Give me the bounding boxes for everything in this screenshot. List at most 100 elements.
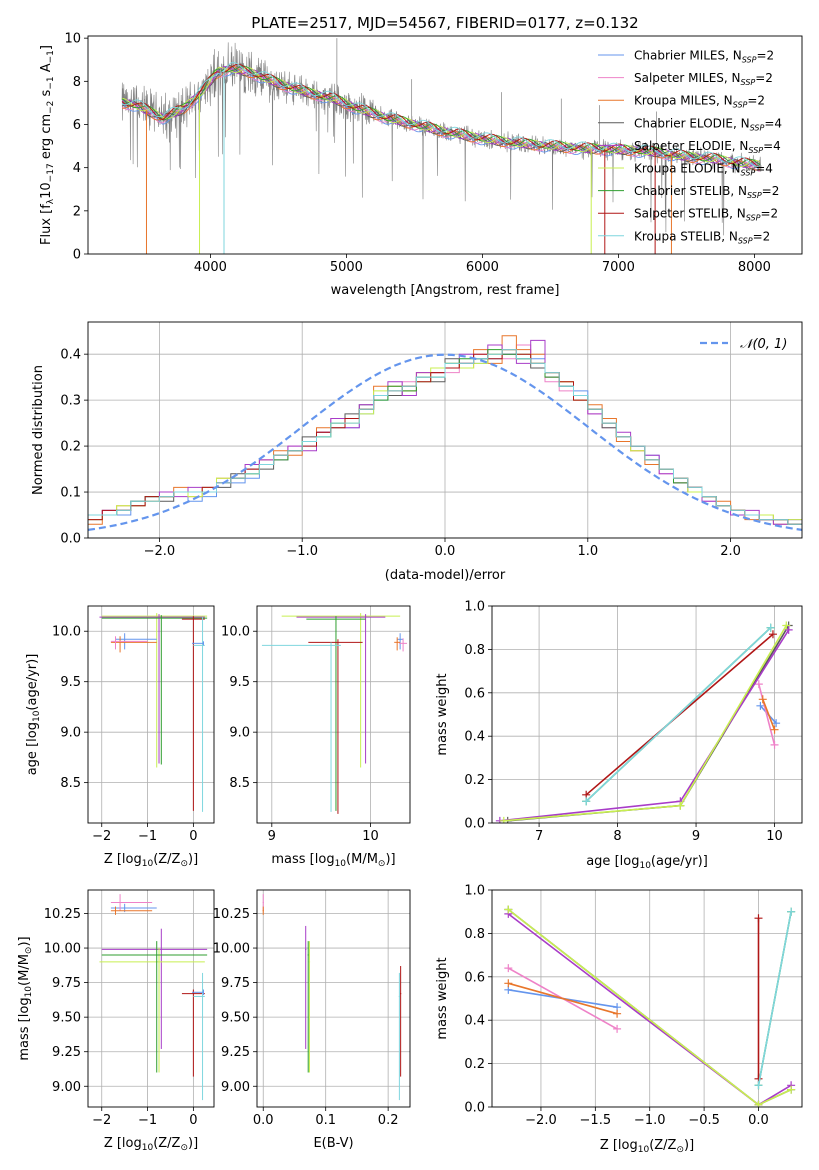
y-tick-label: 2: [73, 204, 81, 219]
weight-marker: [768, 630, 777, 639]
weight-marker: [499, 816, 508, 823]
y-tick-label: 0.2: [60, 440, 81, 455]
x-axis-label: (data-model)/error: [385, 568, 506, 583]
y-tick-label: 0.0: [464, 1101, 485, 1116]
x-tick-label: 7: [535, 829, 543, 844]
weight-marker: [504, 905, 513, 914]
axes-frame: [491, 889, 803, 1108]
x-tick-label: 4000: [194, 260, 227, 275]
weight-marker: [676, 801, 685, 810]
x-tick-label: −2: [92, 829, 111, 844]
weight-marker: [756, 701, 765, 710]
plot-area: [88, 890, 214, 1107]
model-line: [121, 63, 761, 168]
normal-curve: [88, 353, 802, 531]
y-tick-label: 9.50: [52, 1011, 81, 1026]
x-tick-label: 1.0: [577, 544, 598, 559]
x-axis-label: Z [log10(Z/Z⊙)]: [600, 1138, 694, 1155]
x-tick-label: −1.0: [634, 1113, 666, 1128]
y-tick-label: 8.5: [60, 776, 81, 791]
plot-area: [88, 322, 802, 538]
y-tick-label: 9.0: [229, 726, 250, 741]
weight-marker: [613, 1009, 622, 1018]
model-line: [121, 62, 761, 167]
y-tick-label: 0.8: [464, 927, 485, 942]
x-tick-label: 0.0: [748, 1113, 769, 1128]
y-axis-label: age [log10(age/yr)]: [25, 654, 42, 776]
weight-marker: [504, 964, 513, 973]
panels-layer: 4000 5000 6000 7000 8000 0 2 4 6 8 10 wavelength [A…: [17, 32, 803, 1155]
weight-marker: [787, 1085, 796, 1094]
x-tick-label: 6000: [466, 260, 499, 275]
weight-marker: [772, 719, 781, 728]
y-tick-label: 0.6: [464, 970, 485, 985]
plot-area: [492, 606, 802, 823]
weight-line: [762, 699, 776, 730]
axes-frame: [87, 35, 803, 255]
x-tick-label: 8000: [738, 260, 771, 275]
y-tick-label: 9.5: [60, 675, 81, 690]
weight-marker: [754, 914, 763, 923]
weight-marker: [782, 621, 791, 630]
y-tick-label: 9.75: [221, 976, 250, 991]
x-tick-label: −1: [138, 829, 157, 844]
x-tick-label: 5000: [330, 260, 363, 275]
weight-marker: [754, 680, 763, 689]
weight-marker: [787, 907, 796, 916]
y-axis-label: mass [log10(M/M⊙)]: [17, 936, 34, 1060]
y-tick-label: 6: [73, 118, 81, 133]
y-tick-label: 8.5: [229, 776, 250, 791]
y-tick-label: 0.3: [60, 394, 81, 409]
axes-frame: [87, 889, 215, 1108]
weight-line: [757, 911, 792, 1086]
x-tick-label: 0.2: [378, 1113, 399, 1128]
y-tick-label: 0.2: [464, 1057, 485, 1072]
y-tick-label: 0.0: [464, 817, 485, 832]
weight-marker: [766, 623, 775, 632]
y-tick-label: 4: [73, 161, 81, 176]
y-axis-label: mass weight: [435, 673, 450, 755]
x-tick-label: 0.0: [253, 1113, 274, 1128]
x-axis-label: age [log10(age/yr)]: [586, 854, 708, 871]
plot-area: [88, 606, 214, 823]
legend-entry: Salpeter MILES, NSSP=2: [634, 71, 773, 87]
legend-entry: Chabrier ELODIE, NSSP=4: [634, 116, 782, 132]
y-tick-label: 9.00: [221, 1080, 250, 1095]
y-tick-label: 10.25: [213, 907, 250, 922]
x-tick-label: 2.0: [720, 544, 741, 559]
x-tick-label: 8: [613, 829, 621, 844]
figure-title: PLATE=2517, MJD=54567, FIBERID=0177, z=0…: [251, 14, 638, 32]
y-tick-label: 0.4: [464, 1014, 485, 1029]
y-tick-label: 0.0: [60, 532, 81, 547]
x-tick-label: 0: [189, 829, 197, 844]
y-tick-label: 10.00: [44, 942, 81, 957]
plot-area: [257, 606, 410, 823]
x-tick-label: 10: [766, 829, 783, 844]
histogram-step: [88, 349, 802, 538]
x-tick-label: 9: [268, 829, 276, 844]
axes-frame: [491, 605, 803, 824]
x-tick-label: 0.1: [315, 1113, 336, 1128]
x-tick-label: −1: [138, 1113, 157, 1128]
y-axis-label: Flux [fλ10−17 erg cm−2 s−1 A−1]: [39, 45, 56, 245]
x-tick-label: 9: [692, 829, 700, 844]
panel-age-vs-Z: −2 −1 0 8.5 9.0 9.5 10.0 Z [log10(Z/Z⊙)] age [lo…: [25, 605, 215, 869]
axes-frame: [87, 605, 215, 824]
y-axis-label: Normed distribution: [31, 365, 46, 495]
x-axis-label: mass [log10(M/M⊙)]: [271, 852, 395, 869]
plot-area: [121, 38, 762, 254]
y-tick-label: 0: [73, 248, 81, 263]
y-tick-label: 10.0: [52, 625, 81, 640]
legend-entry: Chabrier MILES, NSSP=2: [634, 49, 774, 65]
legend-entry: Salpeter STELIB, NSSP=2: [634, 207, 778, 223]
x-tick-label: 7000: [602, 260, 635, 275]
axes-frame: [87, 321, 803, 539]
x-tick-label: 10: [362, 829, 379, 844]
y-tick-label: 0.4: [60, 348, 81, 363]
weight-line: [508, 982, 618, 1015]
weight-marker: [613, 1024, 622, 1033]
axes-frame: [256, 889, 411, 1108]
panel-age-vs-mass: 9 10 8.5 9.0 9.5 10.0 mass [log10(M/M⊙)]: [221, 605, 411, 869]
y-tick-label: 9.0: [60, 726, 81, 741]
